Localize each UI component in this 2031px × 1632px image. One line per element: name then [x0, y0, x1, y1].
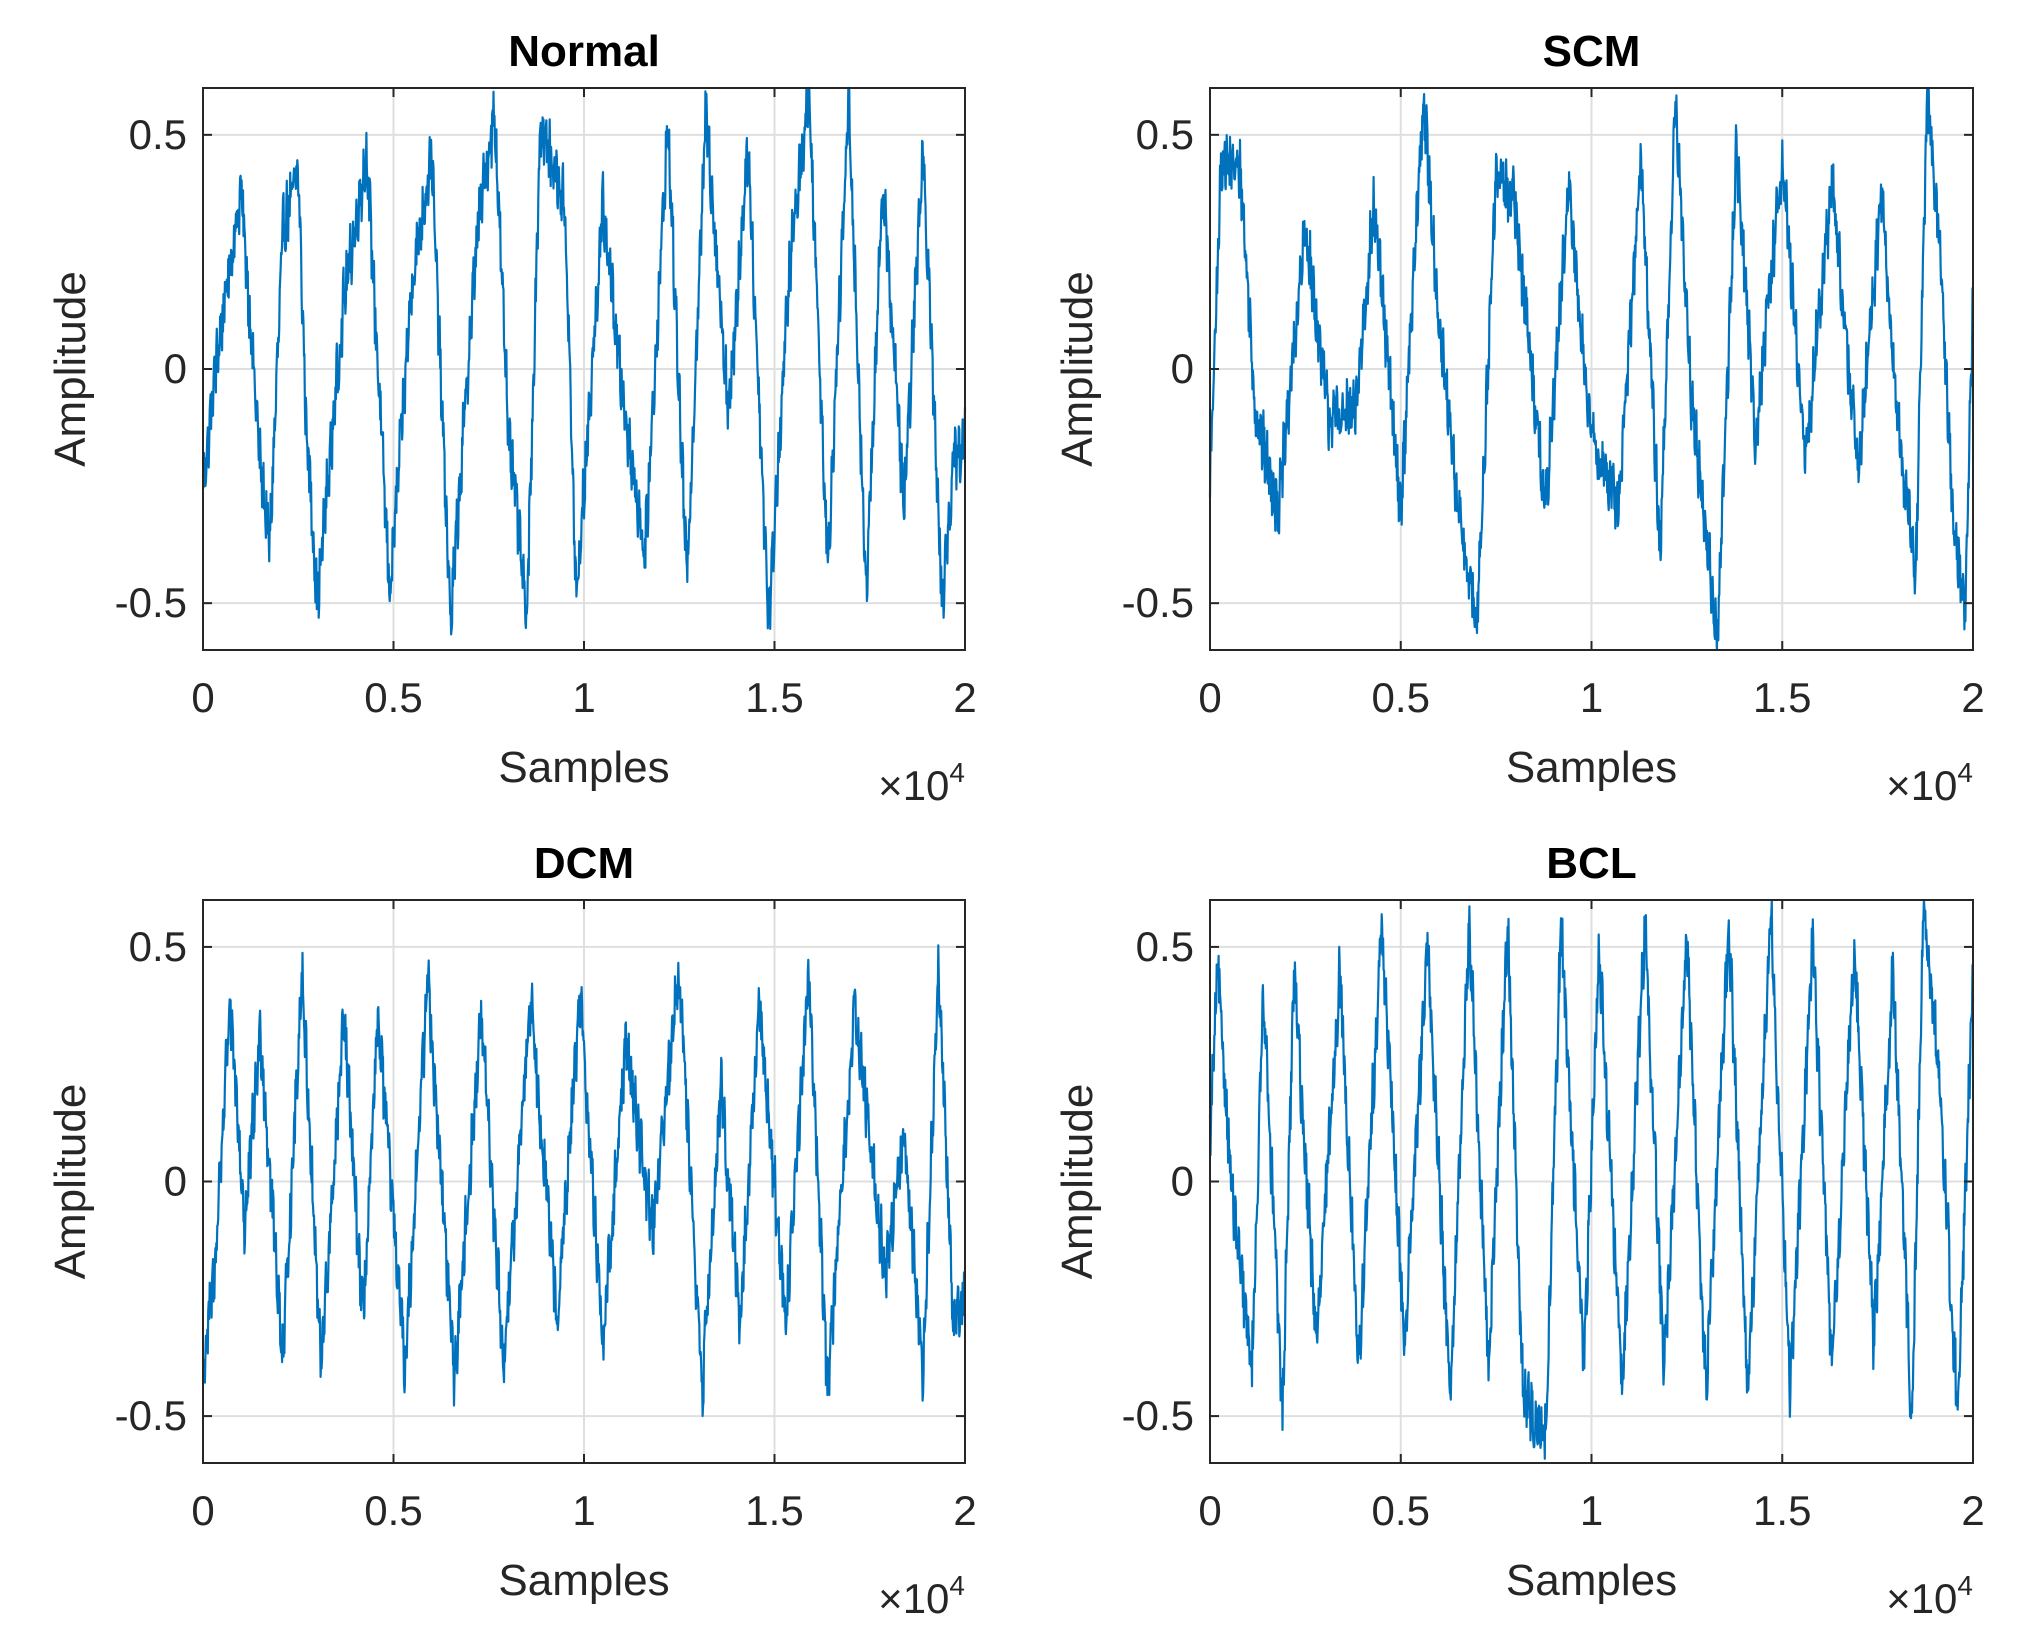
x-tick-label: 1	[1580, 1487, 1603, 1534]
x-exponent-base: ×10	[1886, 1575, 1957, 1622]
signal-line-dcm	[201, 944, 967, 1418]
subplot-title: BCL	[1546, 839, 1636, 888]
x-axis-label: Samples	[1506, 743, 1677, 792]
y-tick-label: -0.5	[115, 1392, 187, 1439]
x-tick-label: 2	[1961, 674, 1984, 721]
x-tick-label: 0	[191, 674, 214, 721]
signal-line-scm	[1208, 86, 1975, 652]
x-tick-label: 1	[1580, 674, 1603, 721]
y-axis-label: Amplitude	[46, 271, 95, 467]
x-exponent-power: 4	[949, 1570, 965, 1601]
signal-line-bcl	[1208, 898, 1975, 1460]
x-tick-label: 1	[572, 674, 595, 721]
x-axis-label: Samples	[498, 1556, 669, 1605]
x-exponent-power: 4	[949, 757, 965, 788]
x-tick-label: 0.5	[1372, 674, 1430, 721]
subplot-title: SCM	[1543, 27, 1641, 76]
x-tick-label: 2	[1961, 1487, 1984, 1534]
subplot-bcl: 0 0.5 1 1.5 2 -0.5 0 0.5 BCL Samples Amplitude ×104	[1053, 839, 1985, 1622]
x-exponent-base: ×10	[1886, 762, 1957, 809]
y-tick-label: 0	[164, 1158, 187, 1205]
y-axis-label: Amplitude	[1053, 271, 1102, 467]
x-tick-label: 0.5	[1372, 1487, 1430, 1534]
x-exponent-label: ×104	[1886, 1570, 1973, 1622]
y-axis-label: Amplitude	[1053, 1084, 1102, 1280]
x-exponent-label: ×104	[1886, 757, 1973, 809]
x-exponent-power: 4	[1957, 757, 1973, 788]
y-tick-label: 0.5	[1136, 111, 1194, 158]
x-tick-label: 1.5	[1753, 674, 1811, 721]
y-tick-label: -0.5	[115, 579, 187, 626]
y-tick-label: -0.5	[1122, 579, 1194, 626]
x-tick-label: 2	[953, 1487, 976, 1534]
x-exponent-base: ×10	[878, 762, 949, 809]
x-tick-label: 0	[1198, 1487, 1221, 1534]
y-tick-label: 0	[1171, 1158, 1194, 1205]
y-tick-label: 0.5	[129, 923, 187, 970]
subplot-dcm: 0 0.5 1 1.5 2 -0.5 0 0.5 DCM Samples Amplitude ×104	[46, 839, 977, 1622]
subplot-title: Normal	[508, 27, 660, 76]
y-tick-label: 0.5	[1136, 923, 1194, 970]
x-exponent-base: ×10	[878, 1575, 949, 1622]
subplot-normal: 0 0.5 1 1.5 2 -0.5 0 0.5 Normal Samples Amplitude ×…	[46, 27, 977, 809]
x-exponent-power: 4	[1957, 1570, 1973, 1601]
x-tick-label: 0.5	[364, 674, 422, 721]
x-tick-label: 2	[953, 674, 976, 721]
y-tick-label: -0.5	[1122, 1392, 1194, 1439]
x-exponent-label: ×104	[878, 1570, 965, 1622]
y-tick-label: 0.5	[129, 111, 187, 158]
y-tick-label: 0	[164, 345, 187, 392]
x-tick-label: 1.5	[745, 1487, 803, 1534]
x-exponent-label: ×104	[878, 757, 965, 809]
x-axis-label: Samples	[498, 743, 669, 792]
x-tick-label: 1.5	[745, 674, 803, 721]
subplot-title: DCM	[534, 839, 634, 888]
x-tick-label: 0.5	[364, 1487, 422, 1534]
y-axis-label: Amplitude	[46, 1084, 95, 1280]
x-tick-label: 1	[572, 1487, 595, 1534]
x-tick-label: 0	[1198, 674, 1221, 721]
subplot-scm: 0 0.5 1 1.5 2 -0.5 0 0.5 SCM Samples Amplitude ×104	[1053, 27, 1985, 809]
x-tick-label: 1.5	[1753, 1487, 1811, 1534]
x-tick-label: 0	[191, 1487, 214, 1534]
y-tick-label: 0	[1171, 345, 1194, 392]
signal-line-normal	[201, 86, 967, 636]
x-axis-label: Samples	[1506, 1556, 1677, 1605]
